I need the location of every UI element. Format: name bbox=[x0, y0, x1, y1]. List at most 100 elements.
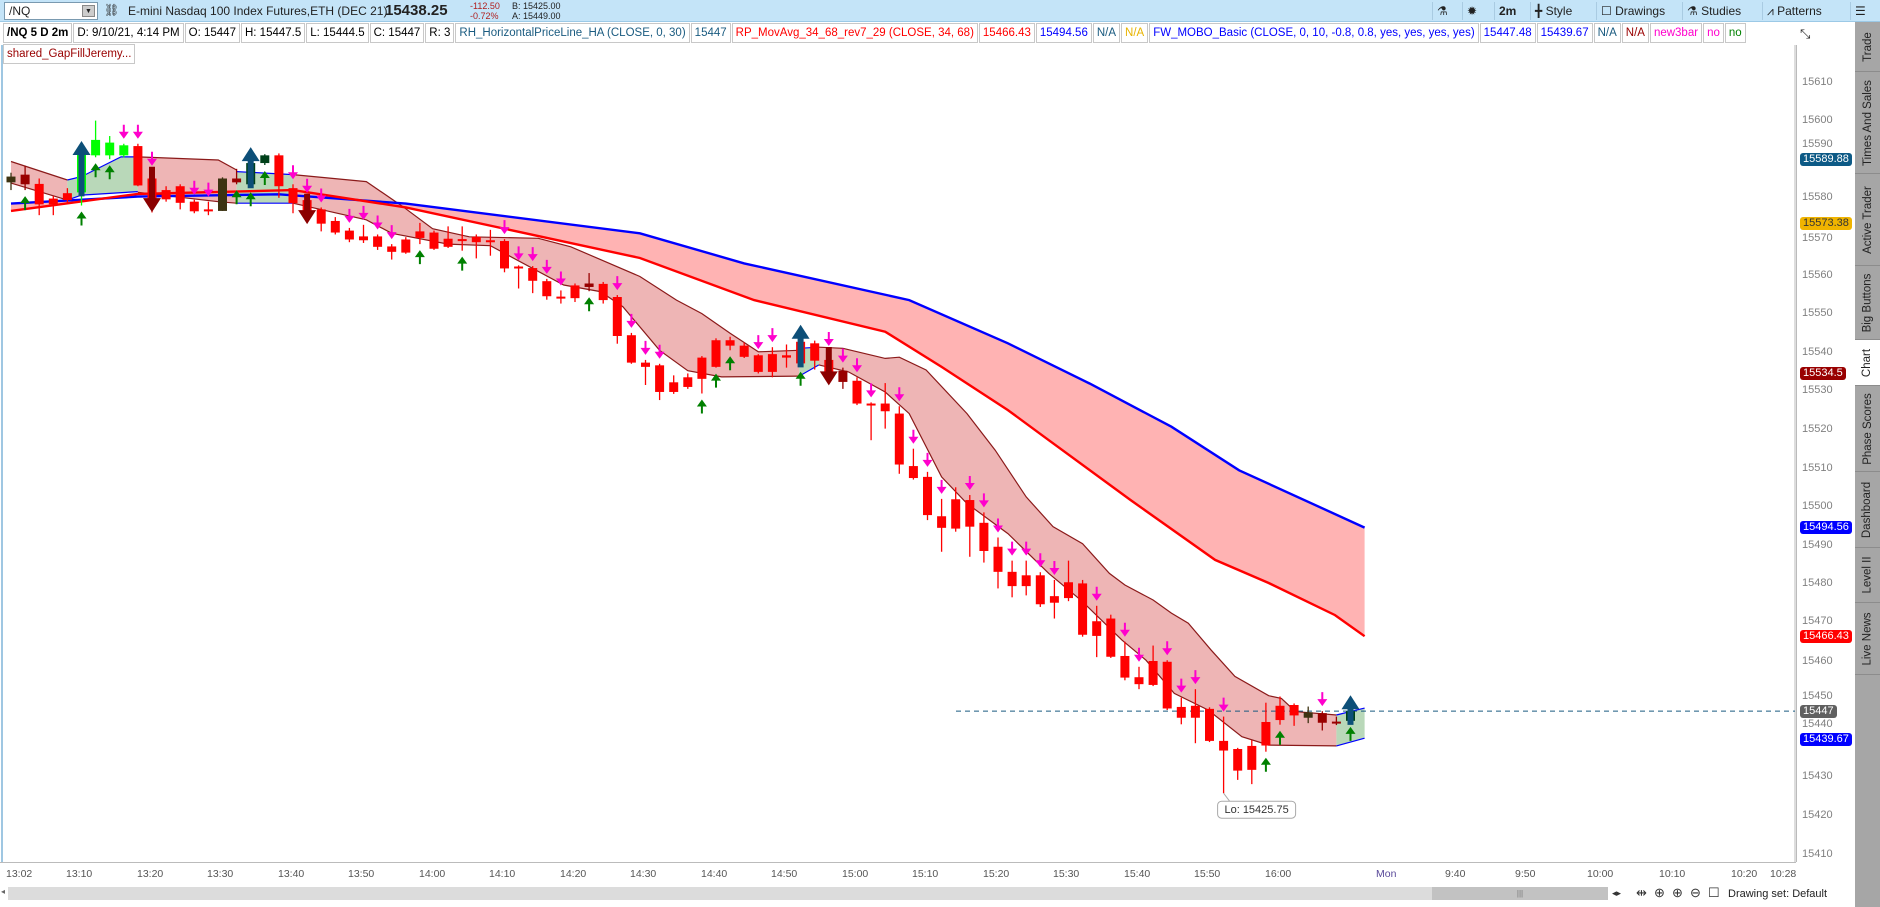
menu-icon[interactable]: ☰ bbox=[1850, 2, 1870, 20]
side-tab-phase-scores[interactable]: Phase Scores bbox=[1855, 386, 1880, 472]
legend-item[interactable]: C: 15447 bbox=[369, 23, 425, 43]
studies-button[interactable]: ⚗ Studies bbox=[1682, 2, 1745, 20]
legend-item[interactable]: new3bar bbox=[1649, 23, 1703, 43]
legend-item[interactable]: R: 3 bbox=[425, 23, 455, 43]
side-tab-big-buttons[interactable]: Big Buttons bbox=[1855, 266, 1880, 340]
patterns-button[interactable]: ⩘ Patterns bbox=[1762, 2, 1826, 20]
legend-item[interactable]: RP_MovAvg_34_68_rev7_29 (CLOSE, 34, 68) bbox=[731, 23, 978, 43]
legend-item[interactable]: 15447 bbox=[690, 23, 731, 43]
zoom-out-icon[interactable]: ⊖ bbox=[1690, 885, 1701, 900]
candle-body bbox=[1317, 713, 1327, 723]
pan-arrows-icon[interactable]: ◂▸ bbox=[1612, 888, 1622, 898]
candle-body bbox=[443, 238, 453, 247]
candle-body bbox=[1331, 721, 1341, 724]
side-tab-chart[interactable]: Chart bbox=[1855, 340, 1880, 386]
candle-body bbox=[570, 285, 580, 299]
legend-item[interactable]: /NQ 5 D 2m bbox=[3, 23, 73, 43]
candle-body bbox=[1007, 571, 1017, 587]
down-arrow-icon bbox=[978, 493, 989, 508]
legend-item[interactable]: N/A bbox=[1621, 23, 1649, 43]
legend-item[interactable]: O: 15447 bbox=[184, 23, 240, 43]
candle-body bbox=[683, 377, 693, 387]
expand-icon[interactable]: ⇹ bbox=[1636, 885, 1647, 900]
gear-icon[interactable]: ✹ bbox=[1462, 2, 1481, 20]
flask-icon[interactable]: ⚗ bbox=[1432, 2, 1452, 20]
side-tab-strip: Trade Times And Sales Active Trader Big But… bbox=[1855, 22, 1880, 907]
timeframe-button[interactable]: 2m bbox=[1494, 2, 1520, 20]
legend-item[interactable]: FW_MOBO_Basic (CLOSE, 0, 10, -0.8, 0.8, … bbox=[1149, 23, 1479, 43]
down-arrow-icon bbox=[288, 165, 298, 180]
scrollbar-thumb[interactable]: ||| bbox=[1432, 887, 1608, 900]
legend-item[interactable]: 15494.56 bbox=[1035, 23, 1092, 43]
side-tab-active-trader[interactable]: Active Trader bbox=[1855, 174, 1880, 266]
legend-item[interactable]: L: 15444.5 bbox=[306, 23, 369, 43]
down-arrow-icon bbox=[527, 247, 538, 262]
candle-body bbox=[937, 516, 947, 528]
legend-item[interactable]: 15439.67 bbox=[1536, 23, 1593, 43]
price-chart[interactable]: Lo: 15425.75 bbox=[0, 0, 1796, 862]
down-arrow-icon bbox=[1007, 541, 1018, 556]
legend-item[interactable]: 15466.43 bbox=[978, 23, 1035, 43]
chevron-down-icon[interactable]: ▼ bbox=[82, 5, 95, 17]
side-tab-label: Active Trader bbox=[1861, 185, 1874, 254]
legend-item[interactable]: D: 9/10/21, 4:14 PM bbox=[73, 23, 184, 43]
up-arrow-icon bbox=[584, 297, 595, 312]
legend-item[interactable]: no bbox=[1724, 23, 1746, 43]
down-arrow-icon bbox=[1190, 670, 1201, 685]
drawing-set-selector[interactable]: Drawing set: Default bbox=[1728, 888, 1828, 900]
up-arrow-icon bbox=[259, 170, 270, 185]
legend-item[interactable]: N/A bbox=[1593, 23, 1621, 43]
price-axis[interactable]: 15589.88 15573.38 15534.5 15494.56 15466.43 1… bbox=[1796, 45, 1854, 862]
candle-body bbox=[669, 382, 679, 392]
down-arrow-icon bbox=[964, 476, 975, 491]
time-tick-label: 15:30 bbox=[1053, 868, 1080, 880]
legend-item[interactable]: RH_HorizontalPriceLine_HA (CLOSE, 0, 30) bbox=[455, 23, 690, 43]
candle-body bbox=[471, 236, 481, 243]
mobo-upper-line bbox=[818, 346, 1337, 716]
collapse-icon[interactable]: ⤡ bbox=[1800, 26, 1811, 41]
side-tab-label: Chart bbox=[1861, 348, 1874, 377]
side-tab-times-and-sales[interactable]: Times And Sales bbox=[1855, 72, 1880, 174]
candle-body bbox=[1176, 706, 1186, 718]
box-zoom-icon[interactable]: ☐ bbox=[1708, 885, 1720, 900]
side-tab-label: Big Buttons bbox=[1861, 273, 1874, 332]
down-arrow-icon bbox=[767, 328, 778, 343]
candle-body bbox=[965, 500, 975, 527]
legend-item[interactable]: N/A bbox=[1092, 23, 1121, 43]
style-button[interactable]: ╋ Style bbox=[1530, 2, 1576, 20]
horizontal-scrollbar[interactable]: ||| bbox=[8, 887, 1608, 900]
price-tick-label: 15440 bbox=[1802, 717, 1833, 730]
side-tab-live-news[interactable]: Live News bbox=[1855, 603, 1880, 675]
side-tab-level-ii[interactable]: Level II bbox=[1855, 548, 1880, 603]
price-badge: 15589.88 bbox=[1800, 153, 1852, 167]
rectangle-icon: ☐ bbox=[1601, 4, 1616, 18]
candle-body bbox=[542, 281, 552, 297]
legend-item[interactable]: N/A bbox=[1121, 23, 1149, 43]
time-tick-label: 9:50 bbox=[1515, 868, 1536, 880]
drawings-button[interactable]: ☐ Drawings bbox=[1596, 2, 1669, 20]
legend-item[interactable]: 15447.48 bbox=[1479, 23, 1536, 43]
legend-item[interactable]: no bbox=[1703, 23, 1724, 43]
mobo-lower-line bbox=[798, 364, 820, 377]
crosshair-icon[interactable]: ⊕ bbox=[1654, 885, 1665, 900]
candle-body bbox=[697, 357, 707, 379]
time-axis[interactable]: 13:02 13:10 13:20 13:30 13:40 13:50 14:00 14:10… bbox=[0, 862, 1796, 882]
low-label-box bbox=[1217, 800, 1297, 819]
side-tab-dashboard[interactable]: Dashboard bbox=[1855, 472, 1880, 548]
legend-item[interactable]: H: 15447.5 bbox=[240, 23, 306, 43]
zoom-in-icon[interactable]: ⊕ bbox=[1672, 885, 1683, 900]
last-price: 15438.25 bbox=[385, 2, 448, 19]
down-arrow-icon bbox=[852, 358, 862, 373]
side-tab-trade[interactable]: Trade bbox=[1855, 22, 1880, 72]
down-arrow-icon bbox=[1162, 641, 1173, 656]
down-arrow-icon bbox=[993, 518, 1003, 533]
candle-body bbox=[1205, 708, 1214, 741]
legend-item[interactable]: shared_GapFillJeremy... bbox=[3, 44, 136, 64]
scroll-left-icon[interactable]: ◂ bbox=[1, 887, 6, 896]
up-arrow-icon bbox=[725, 356, 736, 371]
big-down-arrow-icon bbox=[143, 166, 161, 213]
up-arrow-icon bbox=[245, 192, 256, 207]
symbol-selector[interactable]: /NQ ▼ bbox=[4, 2, 98, 20]
link-icon[interactable]: ⛓ bbox=[104, 3, 120, 17]
price-badge: 15466.43 bbox=[1800, 629, 1852, 643]
